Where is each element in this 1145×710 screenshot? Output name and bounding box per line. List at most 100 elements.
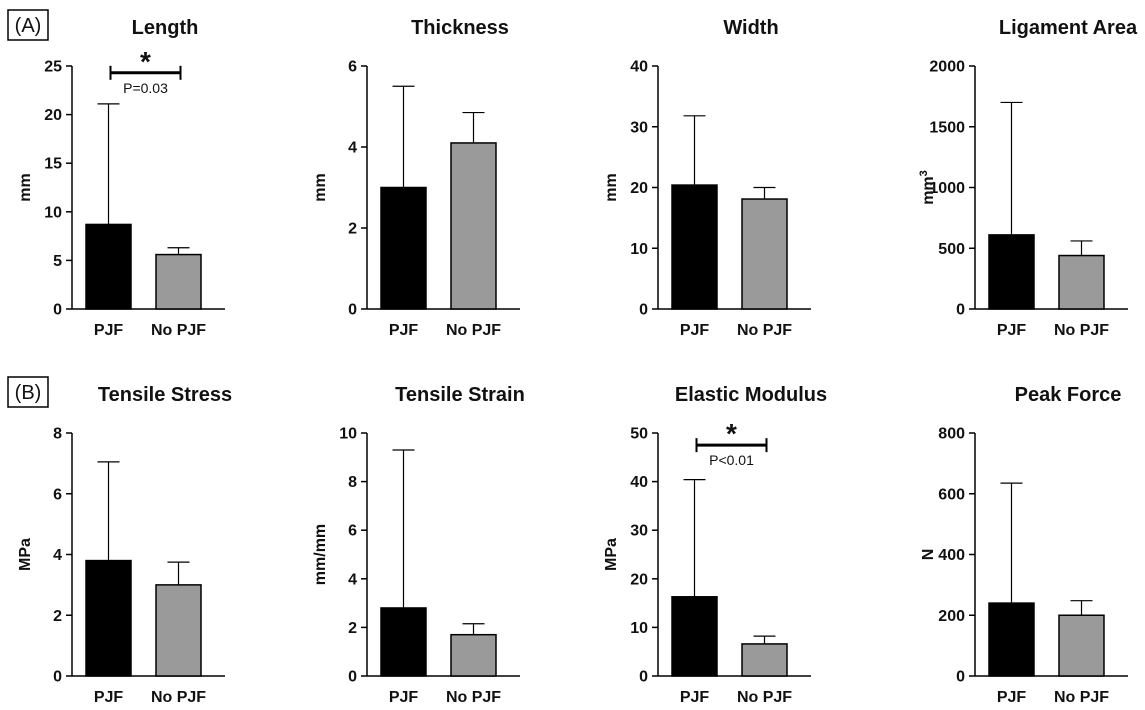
- y-tick-label: 10: [630, 241, 648, 258]
- significance-p-value: P=0.03: [123, 80, 168, 96]
- category-label: No PJF: [1054, 689, 1109, 706]
- chart-title: Width: [723, 17, 778, 39]
- bar-no-pjf: [155, 253, 202, 310]
- category-label: No PJF: [737, 689, 792, 706]
- bar-pjf: [671, 184, 718, 310]
- bar-pjf: [988, 234, 1035, 310]
- category-label: No PJF: [151, 689, 206, 706]
- chart-length: Length 0 5 10 15 20 25 mm PJF No PJF * P=0.03: [17, 17, 225, 339]
- chart-ligament-area: Ligament Area 0 500 1000 1500 2000 mm3 PJF No PJ…: [918, 17, 1138, 339]
- chart-tensile-stress: Tensile Stress 0 2 4 6 8 MPa PJF No PJF: [17, 384, 232, 706]
- y-tick-label: 0: [956, 669, 965, 686]
- y-tick-label: 2: [348, 620, 357, 637]
- category-label: PJF: [389, 322, 419, 339]
- y-tick-label: 6: [53, 486, 62, 503]
- y-tick-label: 10: [339, 426, 357, 443]
- chart-elastic-modulus: Elastic Modulus 0 10 20 30 40 50 MPa PJF No PJF * P…: [603, 384, 827, 706]
- y-tick-label: 2: [53, 608, 62, 625]
- y-tick-label: 600: [938, 486, 965, 503]
- y-tick-label: 2: [348, 221, 357, 238]
- y-tick-label: 1000: [929, 180, 965, 197]
- y-tick-label: 0: [53, 669, 62, 686]
- bar-pjf: [380, 186, 427, 310]
- y-tick-label: 0: [348, 669, 357, 686]
- chart-tensile-strain: Tensile Strain 0 2 4 6 8 10 mm/mm PJF No PJF: [312, 384, 525, 706]
- bar-no-pjf: [1058, 254, 1105, 310]
- y-tick-label: 800: [938, 426, 965, 443]
- chart-title: Tensile Stress: [98, 384, 232, 406]
- y-tick-label: 40: [630, 474, 648, 491]
- bar-no-pjf: [741, 198, 788, 310]
- y-tick-label: 10: [44, 204, 62, 221]
- category-label: PJF: [94, 689, 124, 706]
- panel-label-a: (A): [7, 9, 49, 41]
- y-axis-label: MPa: [603, 538, 620, 571]
- panel-label-b: (B): [7, 376, 49, 408]
- y-tick-label: 30: [630, 119, 648, 136]
- y-tick-label: 2000: [929, 59, 965, 76]
- chart-title: Ligament Area: [999, 17, 1138, 39]
- chart-title: Elastic Modulus: [675, 384, 827, 406]
- chart-title: Thickness: [411, 17, 509, 39]
- category-label: PJF: [389, 689, 419, 706]
- bar-no-pjf: [450, 142, 497, 310]
- y-tick-label: 4: [348, 140, 357, 157]
- y-tick-label: 20: [44, 107, 62, 124]
- category-label: PJF: [94, 322, 124, 339]
- y-axis-label-superscript: 3: [918, 170, 930, 176]
- bar-no-pjf: [155, 584, 202, 677]
- y-tick-label: 8: [53, 426, 62, 443]
- y-tick-label: 6: [348, 523, 357, 540]
- y-tick-label: 15: [44, 156, 62, 173]
- y-tick-label: 10: [630, 620, 648, 637]
- bar-pjf: [988, 602, 1035, 677]
- y-tick-label: 0: [956, 302, 965, 319]
- y-axis-label: mm3: [918, 170, 937, 205]
- y-tick-label: 50: [630, 426, 648, 443]
- y-tick-label: 0: [53, 302, 62, 319]
- y-axis-label: N: [920, 549, 937, 561]
- panel-label-a-text: (A): [15, 15, 42, 37]
- category-label: PJF: [680, 689, 710, 706]
- y-tick-label: 200: [938, 608, 965, 625]
- y-tick-label: 40: [630, 59, 648, 76]
- y-axis-label: mm: [17, 173, 34, 201]
- chart-width: Width 0 10 20 30 40 mm PJF No PJF: [603, 17, 811, 339]
- y-tick-label: 0: [639, 669, 648, 686]
- chart-title: Tensile Strain: [395, 384, 525, 406]
- significance-star: *: [140, 46, 151, 77]
- bar-pjf: [671, 596, 718, 677]
- y-tick-label: 30: [630, 523, 648, 540]
- category-label: No PJF: [737, 322, 792, 339]
- y-tick-label: 20: [630, 180, 648, 197]
- chart-title: Length: [132, 17, 199, 39]
- y-tick-label: 0: [348, 302, 357, 319]
- panel-label-b-text: (B): [15, 382, 42, 404]
- y-axis-label: MPa: [17, 538, 34, 571]
- category-label: No PJF: [1054, 322, 1109, 339]
- category-label: No PJF: [446, 689, 501, 706]
- y-tick-label: 20: [630, 571, 648, 588]
- y-axis-label: mm: [603, 173, 620, 201]
- bar-no-pjf: [741, 643, 788, 677]
- y-tick-label: 8: [348, 474, 357, 491]
- category-label: PJF: [997, 322, 1027, 339]
- y-tick-label: 1500: [929, 119, 965, 136]
- chart-peak-force: Peak Force 0 200 400 600 800 N PJF No PJF: [920, 384, 1128, 706]
- bar-no-pjf: [450, 633, 497, 677]
- chart-thickness: Thickness 0 2 4 6 mm PJF No PJF: [312, 17, 520, 339]
- y-tick-label: 500: [938, 241, 965, 258]
- category-label: No PJF: [151, 322, 206, 339]
- bar-pjf: [85, 559, 132, 677]
- bar-no-pjf: [1058, 614, 1105, 677]
- y-tick-label: 0: [639, 302, 648, 319]
- y-tick-label: 400: [938, 547, 965, 564]
- category-label: No PJF: [446, 322, 501, 339]
- y-axis-label: mm/mm: [312, 524, 329, 585]
- significance-p-value: P<0.01: [709, 452, 754, 468]
- y-tick-label: 4: [53, 547, 62, 564]
- y-tick-label: 5: [53, 253, 62, 270]
- y-tick-label: 4: [348, 571, 357, 588]
